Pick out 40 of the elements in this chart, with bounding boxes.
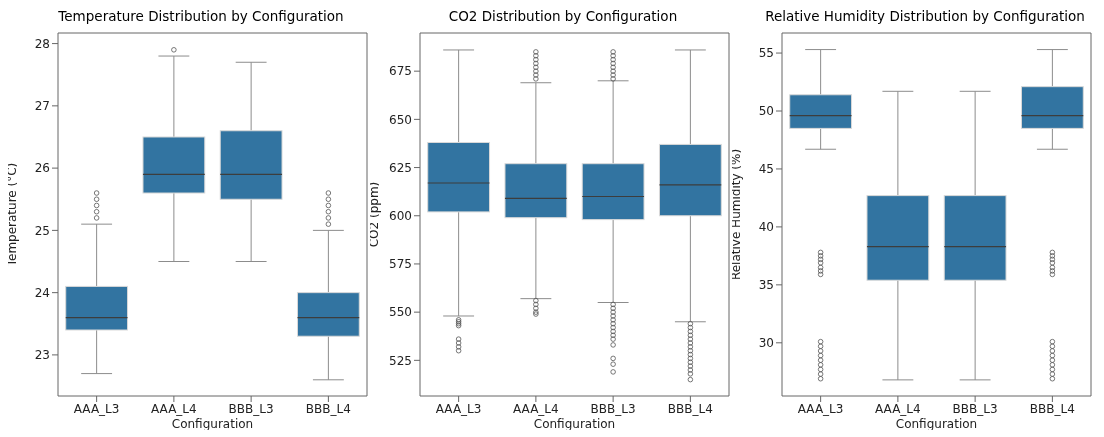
y-tick-label: 650 — [389, 112, 412, 127]
y-axis-title: Relative Humidity (%) — [729, 148, 744, 281]
x-tick-label: BBB_L4 — [305, 401, 351, 416]
y-tick-label: 28 — [34, 36, 50, 51]
x-tick-label: AAA_L3 — [435, 401, 482, 416]
x-tick-label: AAA_L3 — [73, 401, 120, 416]
y-axis-title: CO2 (ppm) — [367, 181, 382, 248]
y-axis-title: Temperature (°C) — [5, 162, 20, 268]
y-tick-label: 27 — [34, 99, 50, 114]
y-tick-label: 25 — [34, 223, 50, 238]
x-tick-label: AAA_L4 — [875, 401, 921, 416]
x-tick-label: BBB_L3 — [952, 401, 998, 416]
x-axis-title: Configuration — [533, 417, 616, 431]
y-tick-label: 24 — [34, 285, 50, 300]
y-tick-label: 30 — [758, 336, 774, 351]
x-tick-label: BBB_L4 — [667, 401, 713, 416]
y-tick-label: 525 — [389, 353, 412, 368]
y-tick-label: 675 — [389, 64, 412, 79]
x-axis-title: Configuration — [171, 417, 254, 431]
x-tick-label: BBB_L3 — [228, 401, 274, 416]
y-tick-label: 50 — [758, 104, 774, 119]
x-tick-label: BBB_L3 — [590, 401, 636, 416]
x-axis-title: Configuration — [895, 417, 978, 431]
x-tick-label: AAA_L4 — [513, 401, 559, 416]
y-tick-label: 45 — [758, 162, 774, 177]
y-tick-label: 23 — [34, 348, 50, 363]
x-tick-label: AAA_L3 — [797, 401, 844, 416]
chart-title: Temperature Distribution by Configuration — [57, 8, 345, 26]
y-tick-label: 35 — [758, 278, 774, 293]
chart-title: Relative Humidity Distribution by Configuration — [764, 8, 1086, 26]
x-tick-label: AAA_L4 — [151, 401, 197, 416]
y-tick-label: 575 — [389, 257, 412, 272]
y-tick-label: 55 — [758, 46, 774, 61]
x-tick-label: BBB_L4 — [1029, 401, 1075, 416]
chart-title: CO2 Distribution by Configuration — [447, 8, 679, 26]
y-tick-label: 550 — [389, 305, 412, 320]
y-tick-label: 600 — [389, 209, 412, 224]
y-tick-label: 625 — [389, 160, 412, 175]
y-tick-label: 40 — [758, 220, 774, 235]
y-tick-label: 26 — [34, 161, 50, 176]
